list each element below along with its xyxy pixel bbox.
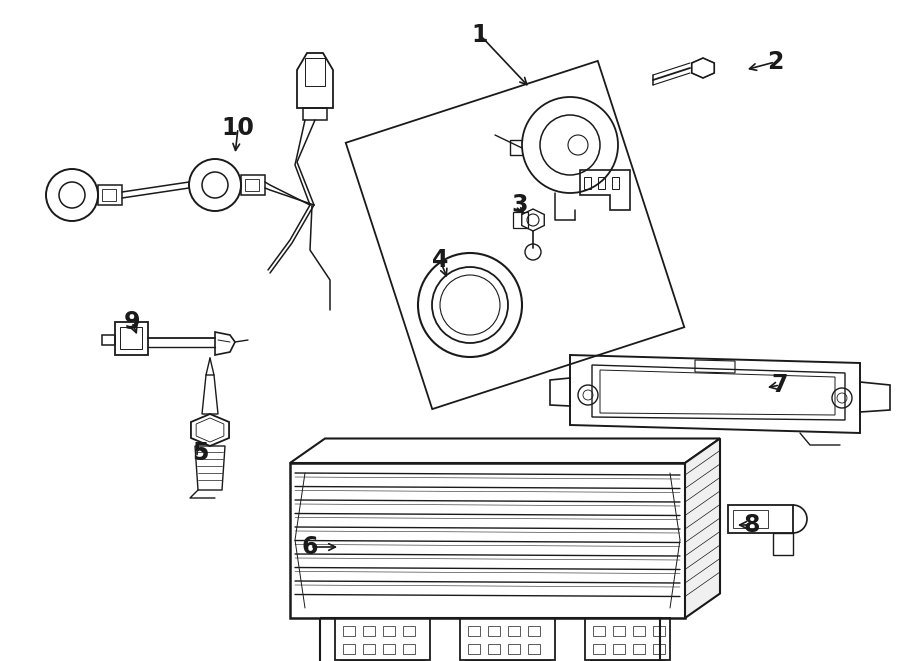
Bar [383, 626, 395, 636]
Bar [598, 177, 605, 189]
Bar [383, 644, 395, 654]
Text: 8: 8 [743, 513, 760, 537]
Bar [363, 626, 375, 636]
Bar [320, 618, 660, 661]
Bar [102, 189, 116, 201]
Bar [612, 177, 619, 189]
Bar [488, 626, 500, 636]
Bar [508, 644, 520, 654]
Text: 9: 9 [124, 310, 140, 334]
Bar [528, 644, 540, 654]
Bar [468, 626, 480, 636]
Text: 7: 7 [772, 373, 788, 397]
Bar [633, 644, 645, 654]
Bar [585, 618, 670, 660]
Bar [508, 626, 520, 636]
Bar [303, 108, 327, 120]
Bar [488, 644, 500, 654]
Bar [513, 212, 528, 228]
Bar [593, 626, 605, 636]
Bar [613, 626, 625, 636]
Bar [335, 618, 430, 660]
Bar [120, 327, 142, 349]
Text: 2: 2 [767, 50, 783, 74]
Bar [403, 626, 415, 636]
Bar [290, 463, 685, 618]
Bar [733, 510, 768, 528]
Text: 3: 3 [512, 193, 528, 217]
Text: 5: 5 [192, 441, 208, 465]
Bar [528, 626, 540, 636]
Text: 6: 6 [302, 535, 319, 559]
Polygon shape [685, 438, 720, 618]
Bar [363, 644, 375, 654]
Bar [633, 626, 645, 636]
Bar [593, 644, 605, 654]
Bar [653, 626, 665, 636]
Polygon shape [290, 438, 720, 463]
Bar [584, 177, 591, 189]
Text: 4: 4 [432, 248, 448, 272]
Bar [343, 644, 355, 654]
Text: 10: 10 [221, 116, 255, 140]
Bar [653, 644, 665, 654]
Bar [460, 618, 555, 660]
Bar [305, 58, 325, 86]
Bar [343, 626, 355, 636]
Bar [403, 644, 415, 654]
Bar [468, 644, 480, 654]
Text: 1: 1 [472, 23, 488, 47]
Bar [245, 179, 259, 191]
Bar [613, 644, 625, 654]
